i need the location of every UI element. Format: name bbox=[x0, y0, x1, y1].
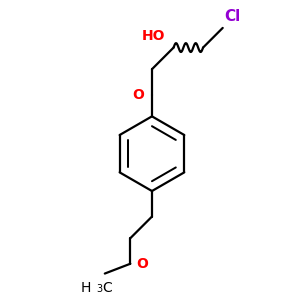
Text: O: O bbox=[132, 88, 144, 102]
Text: O: O bbox=[136, 257, 148, 271]
Text: 3: 3 bbox=[96, 284, 102, 294]
Text: HO: HO bbox=[142, 29, 166, 43]
Text: C: C bbox=[102, 281, 112, 296]
Text: H: H bbox=[81, 281, 91, 296]
Text: Cl: Cl bbox=[225, 9, 241, 24]
